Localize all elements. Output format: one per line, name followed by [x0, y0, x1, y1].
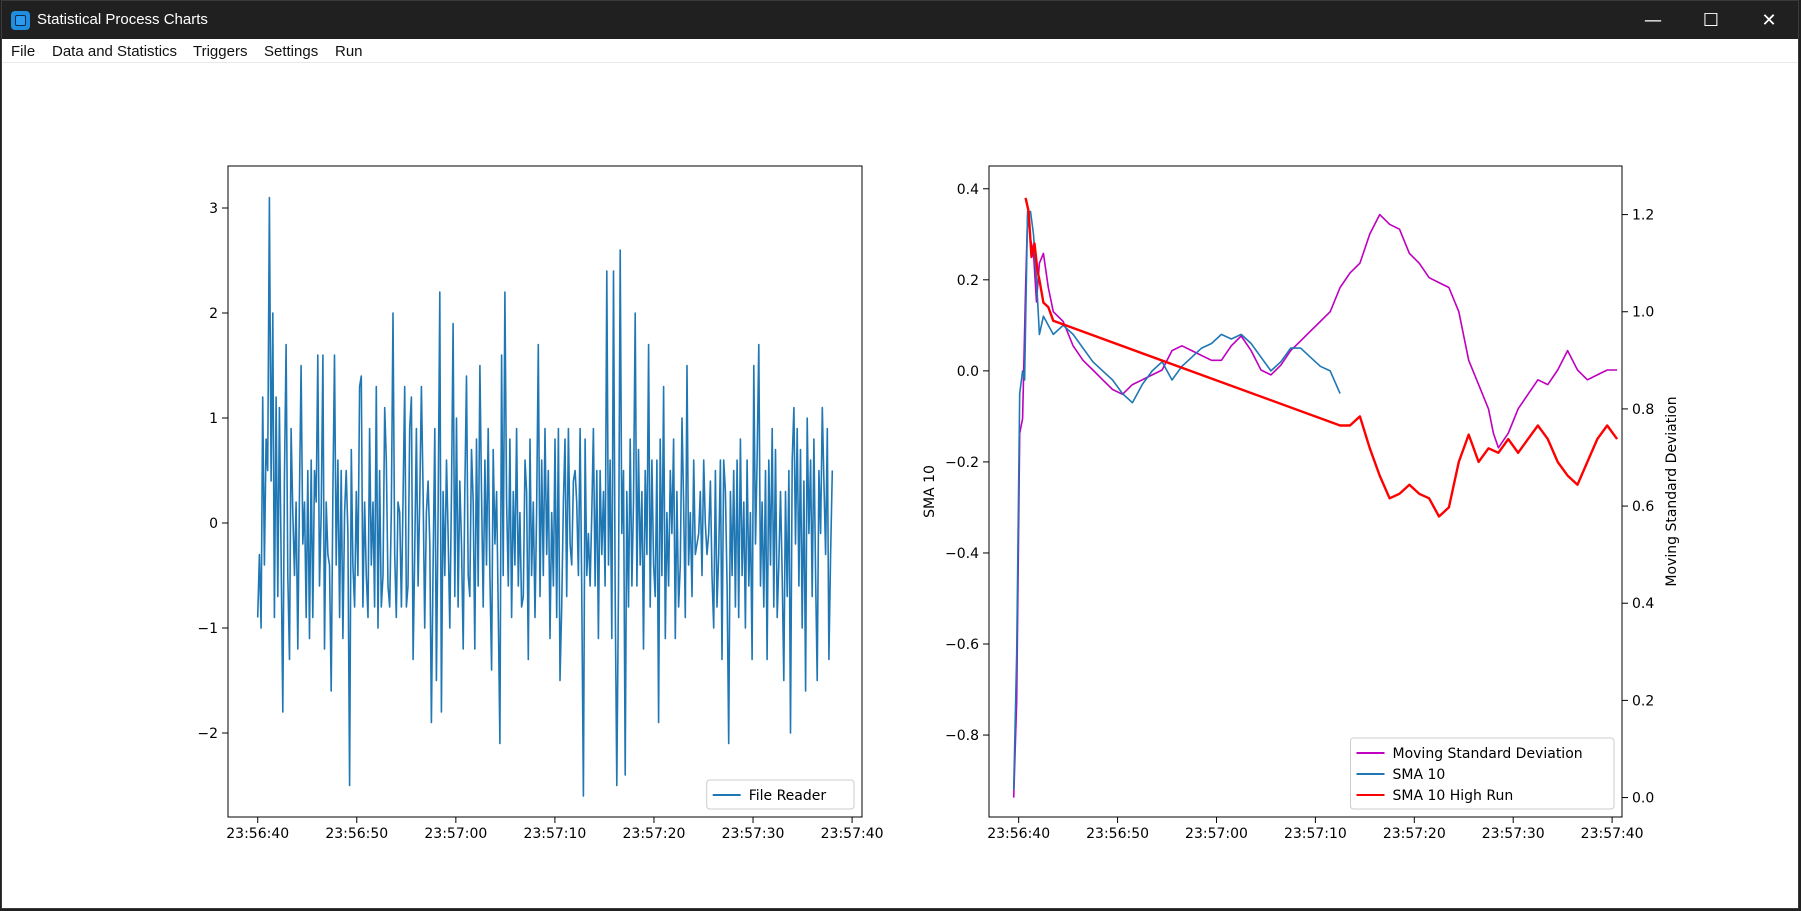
menu-triggers[interactable]: Triggers [193, 43, 248, 60]
y-tick-label: 0.4 [957, 182, 979, 198]
title-bar[interactable]: Statistical Process Charts — ☐ ✕ [2, 1, 1798, 39]
y-tick-label: −2 [197, 726, 218, 742]
y2-tick-label: 0.6 [1632, 499, 1654, 515]
y2-tick-label: 0.8 [1632, 402, 1654, 418]
x-tick-label: 23:56:40 [987, 826, 1050, 842]
x-tick-label: 23:57:30 [722, 826, 785, 842]
y-tick-label: 0.0 [957, 364, 979, 380]
legend-box [1350, 737, 1615, 810]
y-tick-label: 3 [209, 201, 218, 217]
menu-settings[interactable]: Settings [264, 43, 319, 60]
sma-chart: 23:56:40 23:56:50 23:57:00 23:57:10 23:57:20… [922, 165, 1680, 842]
maximize-icon: ☐ [1702, 9, 1720, 31]
plot-frame [227, 165, 863, 818]
series-line-sma-10 [1012, 210, 1341, 790]
legend-label: SMA 10 [1393, 767, 1446, 783]
y-tick-label: 0 [209, 516, 218, 532]
x-tick-label: 23:56:40 [226, 826, 289, 842]
series-line-sma-10-high-run [1024, 197, 1619, 518]
y-tick-label: −0.8 [945, 728, 979, 744]
x-tick-label: 23:57:10 [1284, 826, 1347, 842]
y-tick-label: −0.4 [945, 546, 979, 562]
x-tick-label: 23:57:40 [821, 826, 884, 842]
x-tick-label: 23:57:20 [623, 826, 686, 842]
menu-data-and-statistics[interactable]: Data and Statistics [52, 43, 178, 60]
close-icon: ✕ [1761, 9, 1777, 31]
series-line-file-reader [256, 196, 834, 797]
minimize-button[interactable]: — [1624, 1, 1682, 39]
y2-tick-label: 1.2 [1632, 208, 1654, 224]
plot-canvas: 23:56:40 23:56:50 23:57:00 23:57:10 23:57:20… [197, 165, 1680, 842]
y2-tick-label: 1.0 [1632, 305, 1654, 321]
x-tick-label: 23:56:50 [325, 826, 388, 842]
legend-label: File Reader [749, 788, 827, 804]
x-tick-label: 23:57:40 [1581, 826, 1644, 842]
x-tick-label: 23:57:20 [1383, 826, 1446, 842]
close-button[interactable]: ✕ [1740, 1, 1798, 39]
maximize-button[interactable]: ☐ [1682, 1, 1740, 39]
legend-box [706, 779, 855, 810]
file-reader-chart: 23:56:40 23:56:50 23:57:00 23:57:10 23:57:20… [197, 165, 884, 842]
x-tick-label: 23:57:10 [523, 826, 586, 842]
y-tick-label: 2 [209, 306, 218, 322]
y2-tick-label: 0.2 [1632, 693, 1654, 709]
window-title: Statistical Process Charts [37, 11, 208, 28]
legend-label: SMA 10 High Run [1393, 788, 1514, 804]
y2-tick-label: 0.0 [1632, 791, 1654, 807]
x-tick-label: 23:57:00 [1185, 826, 1248, 842]
plot-frame [988, 165, 1623, 818]
menu-run[interactable]: Run [335, 43, 363, 60]
y-tick-label: −0.6 [945, 637, 979, 653]
menu-file[interactable]: File [11, 43, 36, 60]
series-line-moving-standard-deviation [1012, 213, 1618, 798]
y-tick-label: 0.2 [957, 273, 979, 289]
y-tick-label: −1 [197, 621, 218, 637]
y2-axis-label: Moving Standard Deviation [1664, 396, 1680, 586]
app-logo-icon [11, 11, 30, 30]
legend-label: Moving Standard Deviation [1393, 746, 1583, 762]
minimize-icon: — [1644, 9, 1662, 31]
y-axis-label: SMA 10 [922, 465, 938, 518]
menu-bar: File Data and Statistics Triggers Settin… [2, 39, 1798, 63]
y-tick-label: 1 [209, 411, 218, 427]
y-tick-label: −0.2 [945, 455, 979, 471]
x-tick-label: 23:56:50 [1086, 826, 1149, 842]
x-tick-label: 23:57:30 [1482, 826, 1545, 842]
y2-tick-label: 0.4 [1632, 596, 1654, 612]
x-tick-label: 23:57:00 [424, 826, 487, 842]
